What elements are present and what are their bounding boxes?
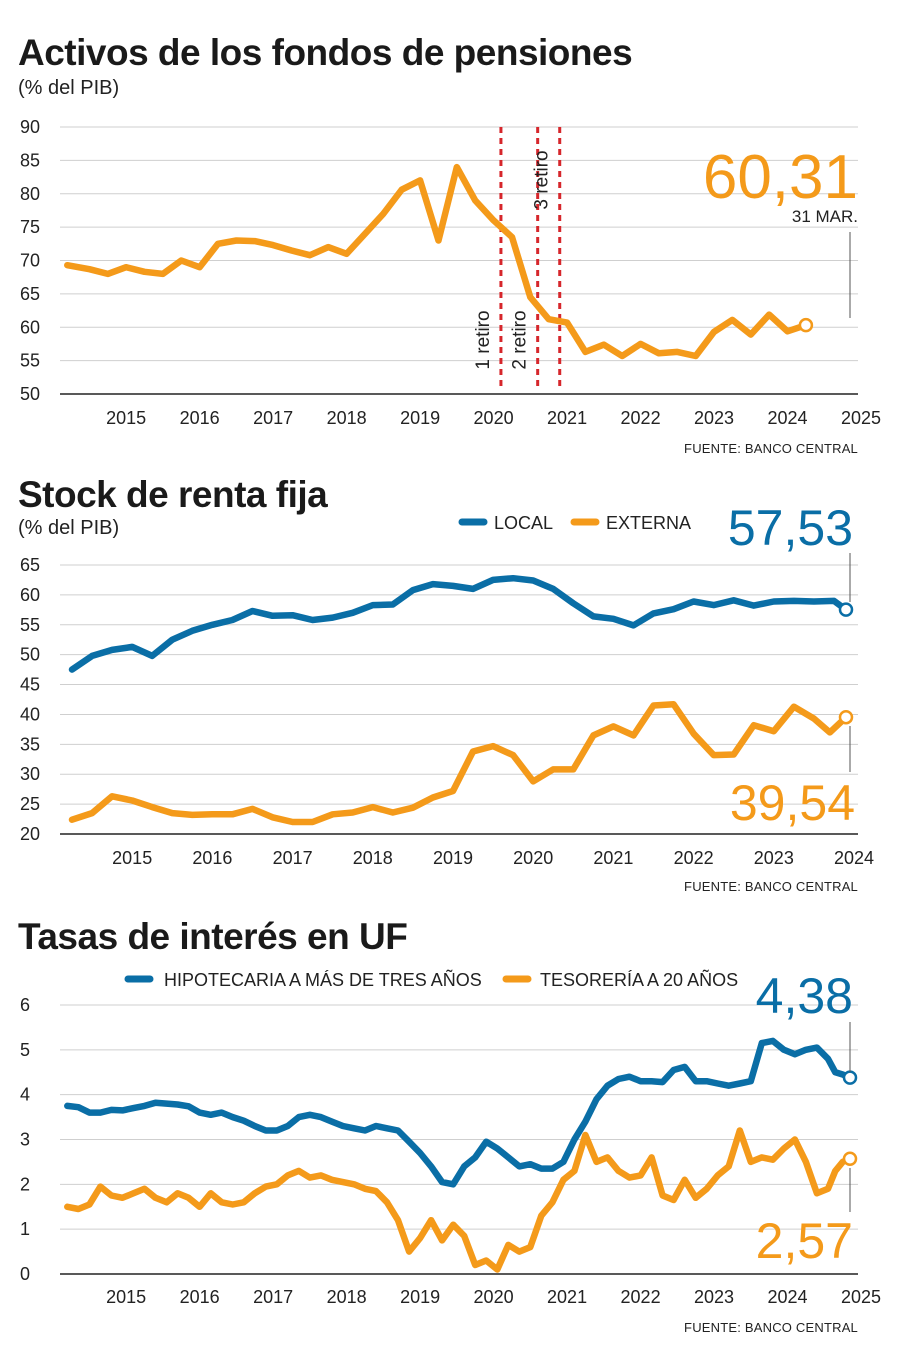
legend-label-hipotecaria: HIPOTECARIA A MÁS DE TRES AÑOS — [164, 969, 482, 990]
chart1-subtitle: (% del PIB) — [18, 77, 120, 99]
y-tick-label: 20 — [20, 824, 40, 844]
legend-label-tesoreria: TESORERÍA A 20 AÑOS — [540, 969, 738, 990]
legend-label-externa: EXTERNA — [606, 513, 691, 533]
end-marker-series — [798, 317, 814, 333]
x-tick-label: 2023 — [694, 408, 734, 428]
chart2-title: Stock de renta fija — [18, 474, 328, 515]
x-tick-label: 2015 — [106, 408, 146, 428]
end-marker-tesorería — [842, 1151, 858, 1167]
chart1-source: FUENTE: BANCO CENTRAL — [684, 441, 858, 456]
highlight-tesoreria: 2,57 — [756, 1213, 853, 1269]
y-tick-label: 85 — [20, 150, 40, 170]
x-tick-label: 2018 — [327, 1287, 367, 1307]
y-tick-label: 35 — [20, 734, 40, 754]
y-tick-label: 60 — [20, 585, 40, 605]
x-tick-label: 2020 — [474, 1287, 514, 1307]
y-tick-label: 40 — [20, 704, 40, 724]
y-tick-label: 25 — [20, 794, 40, 814]
y-tick-label: 6 — [20, 995, 30, 1015]
y-tick-label: 45 — [20, 675, 40, 695]
y-tick-label: 80 — [20, 184, 40, 204]
chart1-title: Activos de los fondos de pensiones — [18, 32, 633, 73]
series-line-externa — [68, 701, 850, 826]
x-tick-label: 2020 — [474, 408, 514, 428]
series-line-tesorería — [64, 1127, 854, 1273]
x-tick-label: 2021 — [547, 1287, 587, 1307]
x-tick-label: 2025 — [841, 1287, 881, 1307]
retiro-label: 2 retiro — [510, 310, 531, 369]
x-tick-label: 2017 — [273, 848, 313, 868]
x-tick-label: 2019 — [433, 848, 473, 868]
x-tick-label: 2019 — [400, 408, 440, 428]
x-tick-label: 2017 — [253, 1287, 293, 1307]
y-tick-label: 1 — [20, 1219, 30, 1239]
x-tick-label: 2015 — [112, 848, 152, 868]
chart1-plot: 50 55 60 65 70 75 80 85 90 2015 2016 2017 2018 2019 20… — [20, 117, 881, 428]
y-tick-label: 5 — [20, 1040, 30, 1060]
end-marker-local — [838, 602, 854, 617]
y-tick-label: 65 — [20, 284, 40, 304]
x-tick-label: 2016 — [180, 1287, 220, 1307]
end-marker-externa — [838, 709, 854, 725]
y-tick-label: 55 — [20, 351, 40, 371]
chart2-subtitle: (% del PIB) — [18, 517, 120, 539]
chart-fixed-income-stock: Stock de renta fija (% del PIB) 20 25 30 35… — [18, 474, 874, 894]
highlight-date: 31 MAR. — [792, 207, 858, 226]
y-tick-label: 4 — [20, 1085, 30, 1105]
x-tick-label: 2022 — [621, 408, 661, 428]
series-line-hipotecaria — [64, 1037, 854, 1188]
chart-pension-assets: Activos de los fondos de pensiones (% de… — [0, 0, 900, 465]
y-tick-label: 65 — [20, 555, 40, 575]
x-tick-label: 2015 — [106, 1287, 146, 1307]
x-tick-label: 2021 — [547, 408, 587, 428]
series-line-series — [64, 163, 810, 360]
y-tick-label: 2 — [20, 1174, 30, 1194]
x-tick-label: 2024 — [834, 848, 874, 868]
x-tick-label: 2016 — [180, 408, 220, 428]
chart2-plot: 20 25 30 35 40 45 50 55 60 65 2015 2016 2017 2018 2019… — [20, 500, 874, 868]
highlight-value: 60,31 — [703, 143, 858, 212]
x-tick-label: 2022 — [674, 848, 714, 868]
x-tick-label: 2018 — [353, 848, 393, 868]
x-tick-label: 2021 — [593, 848, 633, 868]
legend-label-local: LOCAL — [494, 513, 553, 533]
y-tick-label: 70 — [20, 251, 40, 271]
y-tick-label: 0 — [20, 1264, 30, 1284]
x-tick-label: 2023 — [694, 1287, 734, 1307]
x-tick-label: 2022 — [621, 1287, 661, 1307]
y-tick-label: 50 — [20, 384, 40, 404]
x-tick-label: 2017 — [253, 408, 293, 428]
y-tick-label: 30 — [20, 764, 40, 784]
highlight-local: 57,53 — [728, 500, 853, 556]
y-tick-label: 60 — [20, 317, 40, 337]
y-tick-label: 75 — [20, 217, 40, 237]
y-tick-label: 50 — [20, 645, 40, 665]
x-tick-label: 2023 — [754, 848, 794, 868]
x-tick-label: 2025 — [841, 408, 881, 428]
end-marker-hipotecaria — [842, 1070, 858, 1085]
chart2-source: FUENTE: BANCO CENTRAL — [684, 879, 858, 894]
y-tick-label: 90 — [20, 117, 40, 137]
chart3-title: Tasas de interés en UF — [18, 916, 408, 957]
x-tick-label: 2019 — [400, 1287, 440, 1307]
chart3-source: FUENTE: BANCO CENTRAL — [684, 1320, 858, 1335]
highlight-externa: 39,54 — [730, 775, 855, 831]
x-tick-label: 2020 — [513, 848, 553, 868]
retiro-label: 1 retiro — [473, 310, 494, 369]
y-tick-label: 3 — [20, 1130, 30, 1150]
y-tick-label: 55 — [20, 615, 40, 635]
x-tick-label: 2024 — [768, 408, 808, 428]
x-tick-label: 2018 — [327, 408, 367, 428]
series-line-local — [68, 574, 850, 673]
x-tick-label: 2016 — [192, 848, 232, 868]
retiro-label: 3 retiro — [532, 150, 553, 209]
x-tick-label: 2024 — [768, 1287, 808, 1307]
highlight-hipotecaria: 4,38 — [756, 968, 853, 1024]
